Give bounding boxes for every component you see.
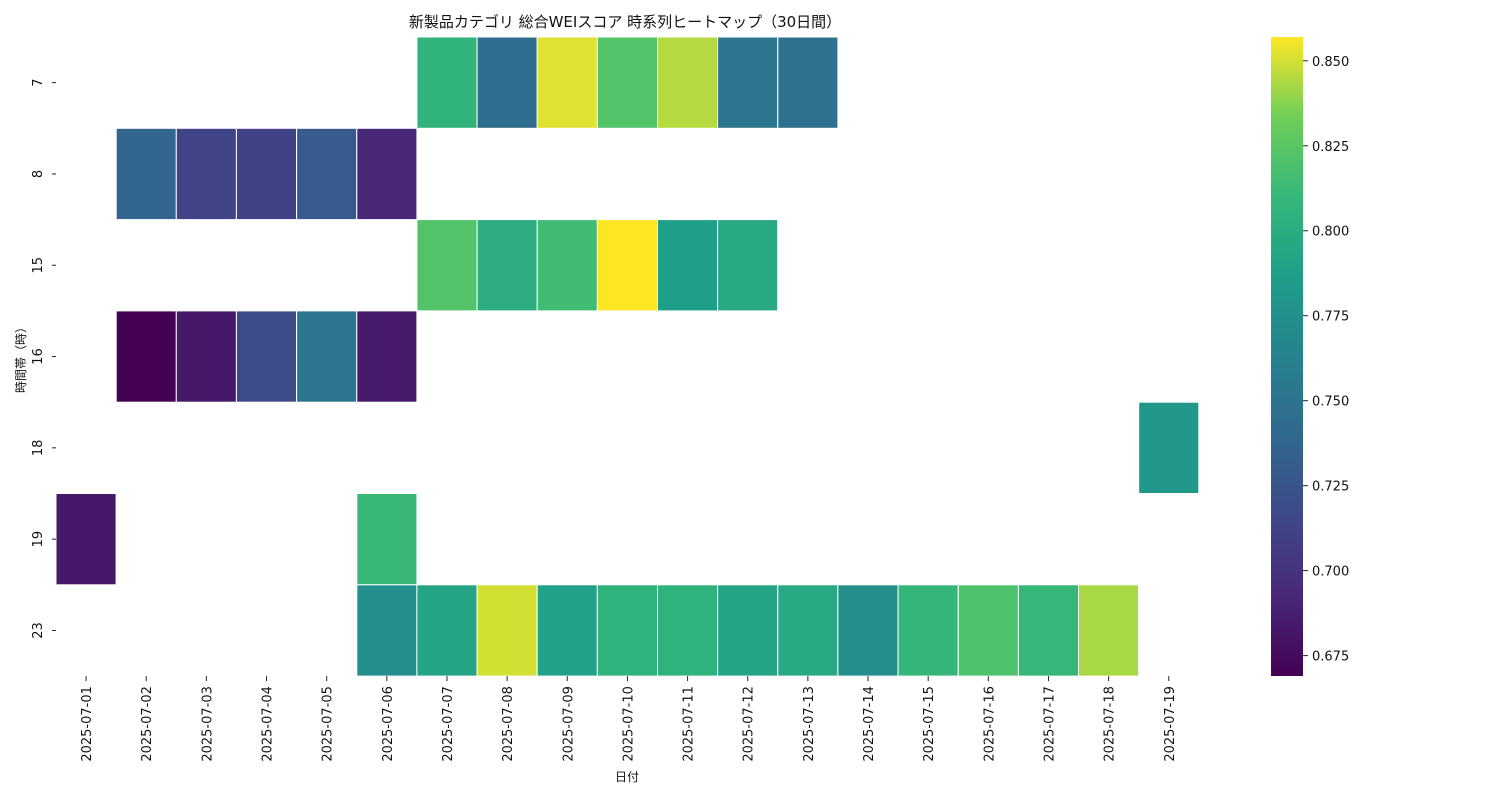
heatmap-cell [657, 219, 719, 312]
heatmap-cell [356, 127, 418, 221]
x-tick-label: 2025-07-08 [501, 686, 516, 762]
colorbar [1271, 37, 1303, 676]
colorbar-tick-label: 0.825 [1312, 140, 1349, 155]
x-tick-label: 2025-07-02 [140, 686, 155, 762]
y-tick-label: 7 [31, 79, 46, 87]
heatmap-cell [55, 493, 117, 586]
heatmap-cell [536, 219, 598, 312]
heatmap-cell [476, 219, 538, 312]
heatmap-cell [536, 36, 598, 129]
x-tick-label: 2025-07-16 [982, 686, 997, 762]
heatmap-cell [416, 219, 478, 312]
heatmap-cell [1017, 584, 1080, 677]
heatmap-cell [657, 36, 719, 129]
x-tick-label: 2025-07-07 [441, 686, 456, 762]
heatmap-cell [356, 310, 418, 403]
chart-title: 新製品カテゴリ 総合WEIスコア 時系列ヒートマップ（30日間） [409, 13, 841, 31]
heatmap-cell [657, 584, 719, 677]
heatmap-cell [296, 310, 358, 403]
colorbar-tick-label: 0.725 [1312, 480, 1349, 495]
heatmap-cell [476, 36, 538, 129]
y-tick-label: 23 [31, 622, 46, 639]
heatmap-cell [596, 219, 659, 312]
colorbar-tick-label: 0.775 [1312, 310, 1349, 325]
heatmap-cell [476, 584, 538, 677]
heatmap-cell [115, 127, 177, 221]
heatmap-cell [777, 36, 839, 129]
colorbar-tick-label: 0.850 [1312, 55, 1349, 70]
y-tick-label: 8 [31, 170, 46, 178]
heatmap-cell [717, 584, 779, 677]
colorbar-tick-label: 0.700 [1312, 565, 1349, 580]
x-tick-label: 2025-07-10 [621, 686, 636, 762]
heatmap-cell [416, 584, 478, 677]
x-tick-label: 2025-07-11 [682, 686, 697, 762]
heatmap-cell [717, 219, 779, 312]
heatmap-cell [356, 584, 418, 677]
colorbar-ticks: 0.675 0.700 0.725 0.750 0.775 0.800 0.825 0.850 [1303, 55, 1349, 665]
colorbar-tick-label: 0.800 [1312, 225, 1349, 240]
y-axis: 7 8 15 16 18 19 23 [31, 79, 56, 639]
heatmap-cell [416, 36, 478, 129]
heatmap-cell [175, 310, 237, 403]
x-tick-label: 2025-07-14 [862, 686, 877, 762]
heatmap-cell [777, 584, 839, 677]
x-tick-label: 2025-07-06 [381, 686, 396, 762]
heatmap-cell [296, 127, 358, 221]
heatmap-cell [536, 584, 598, 677]
x-tick-label: 2025-07-17 [1042, 686, 1057, 762]
colorbar-tick-label: 0.750 [1312, 395, 1349, 410]
heatmap-cell [837, 584, 899, 677]
heatmap-cell [115, 310, 177, 403]
heatmap-cell [957, 584, 1019, 677]
heatmap-cell [356, 493, 418, 586]
heatmap-cell [897, 584, 959, 677]
x-tick-label: 2025-07-09 [561, 686, 576, 762]
x-tick-label: 2025-07-12 [742, 686, 757, 762]
heatmap-cell [1138, 401, 1200, 495]
y-tick-label: 18 [31, 440, 46, 457]
x-tick-label: 2025-07-13 [802, 686, 817, 762]
x-axis-label: 日付 [615, 770, 639, 784]
heatmap-cell [235, 310, 297, 403]
y-axis-label: 時間帯（時） [14, 321, 28, 393]
x-tick-label: 2025-07-19 [1163, 686, 1178, 762]
x-tick-label: 2025-07-15 [922, 686, 937, 762]
x-tick-label: 2025-07-04 [261, 686, 276, 762]
heatmap-cell [235, 127, 297, 221]
x-tick-label: 2025-07-01 [80, 686, 95, 762]
heatmap-cell [596, 584, 659, 677]
y-tick-label: 16 [31, 348, 46, 365]
y-tick-label: 19 [31, 531, 46, 548]
heatmap-cell [717, 36, 779, 129]
y-tick-label: 15 [31, 257, 46, 274]
x-tick-label: 2025-07-05 [321, 686, 336, 762]
x-tick-label: 2025-07-03 [200, 686, 215, 762]
x-axis: 2025-07-01 2025-07-02 2025-07-03 2025-07-04… [80, 676, 1178, 762]
heatmap-cell [175, 127, 237, 221]
x-tick-label: 2025-07-18 [1103, 686, 1118, 762]
heatmap-cell [1078, 584, 1140, 677]
heatmap-cells [55, 36, 1200, 677]
heatmap-cell [596, 36, 659, 129]
colorbar-tick-label: 0.675 [1312, 650, 1349, 665]
